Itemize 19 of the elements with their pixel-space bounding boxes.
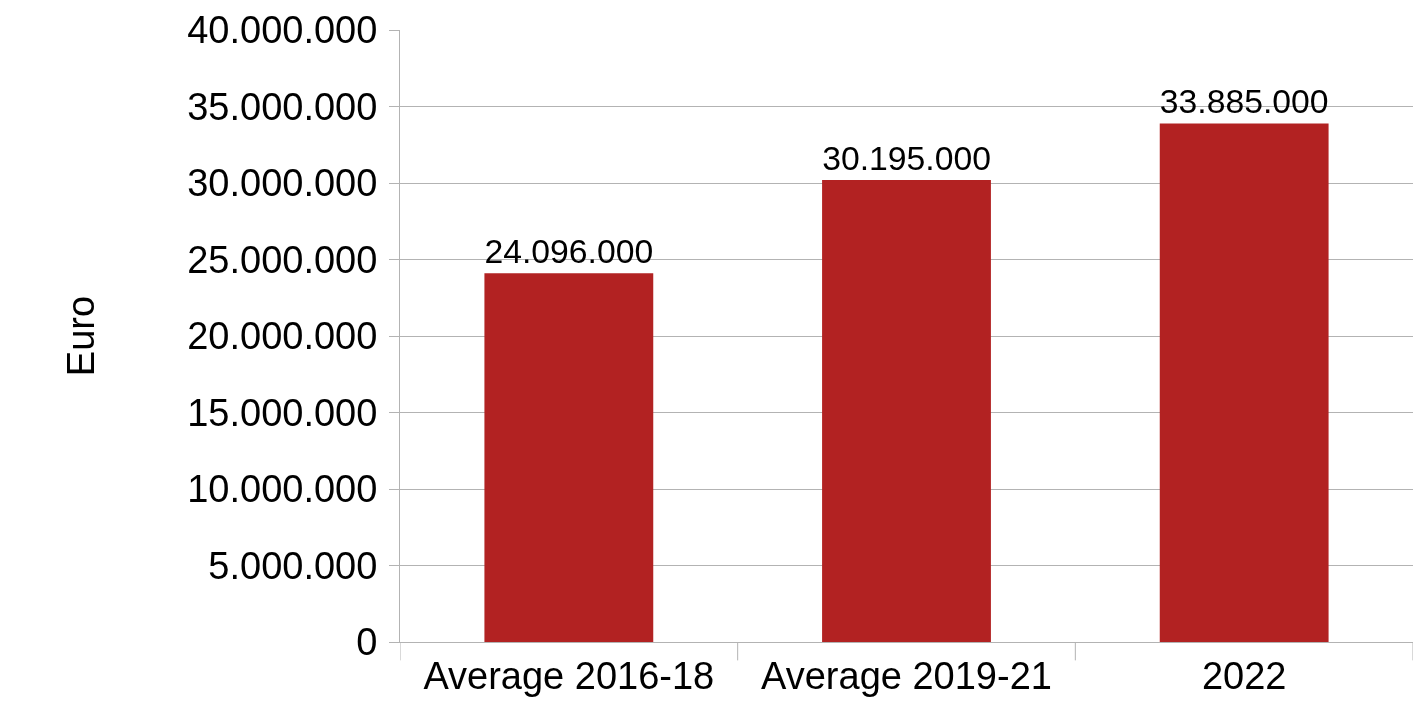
y-tick-label: 0 [356, 621, 378, 664]
y-tick-label: 40.000.000 [187, 9, 378, 52]
x-tick-label: Average 2019-21 [761, 654, 1052, 697]
y-tick-label: 20.000.000 [187, 315, 378, 358]
y-axis-title: Euro [60, 295, 103, 377]
y-tick-label: 30.000.000 [187, 162, 378, 205]
bar [484, 273, 654, 642]
y-tick-label: 5.000.000 [208, 544, 378, 587]
bar [822, 180, 991, 642]
y-tick-label: 10.000.000 [187, 468, 378, 511]
data-label: 33.885.000 [1159, 82, 1329, 121]
data-label: 30.195.000 [822, 138, 991, 177]
x-tick-label: 2022 [1201, 654, 1287, 697]
y-tick-label: 15.000.000 [187, 391, 378, 434]
y-tick-label: 25.000.000 [187, 238, 378, 281]
y-tick-label: 35.000.000 [187, 85, 378, 128]
data-label: 24.096.000 [484, 232, 654, 271]
x-tick-label: Average 2016-18 [423, 654, 715, 697]
bar [1159, 123, 1329, 642]
